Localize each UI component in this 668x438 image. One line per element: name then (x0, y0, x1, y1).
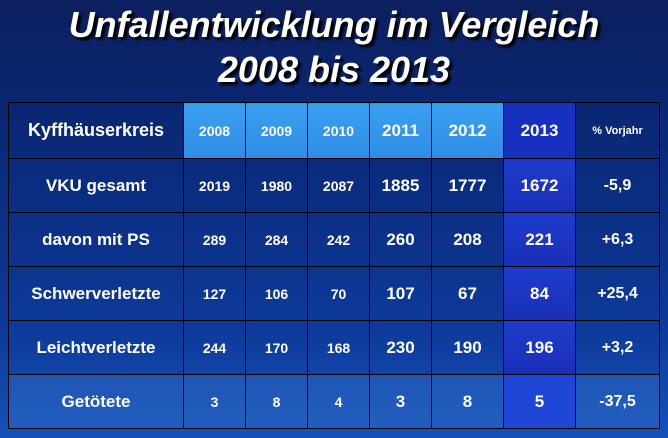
row-label: Leichtverletzte (8, 320, 184, 375)
table-header-row: Kyffhäuserkreis 2008 2009 2010 2011 2012… (8, 102, 660, 159)
cell-2009: 170 (245, 320, 308, 375)
cell-2008: 127 (183, 266, 246, 321)
header-region: Kyffhäuserkreis (8, 102, 184, 159)
cell-2008: 289 (183, 212, 246, 267)
cell-2011: 230 (369, 320, 432, 375)
cell-2009: 106 (245, 266, 308, 321)
title-line-1: Unfallentwicklung im Vergleich (68, 4, 600, 45)
header-year-2009: 2009 (245, 102, 308, 159)
cell-2013: 196 (503, 320, 576, 375)
row-label: Getötete (8, 374, 184, 429)
header-percent-previous-year: % Vorjahr (575, 102, 660, 159)
cell-2010: 242 (307, 212, 370, 267)
cell-2008: 2019 (183, 158, 246, 213)
cell-2011: 107 (369, 266, 432, 321)
cell-percent: +6,3 (575, 212, 660, 267)
cell-2012: 67 (431, 266, 504, 321)
cell-2013: 221 (503, 212, 576, 267)
cell-2013: 84 (503, 266, 576, 321)
cell-2011: 1885 (369, 158, 432, 213)
cell-2012: 190 (431, 320, 504, 375)
cell-2009: 1980 (245, 158, 308, 213)
cell-percent: -37,5 (575, 374, 660, 429)
cell-2010: 2087 (307, 158, 370, 213)
cell-2009: 8 (245, 374, 308, 429)
header-year-2013: 2013 (503, 102, 576, 159)
accident-statistics-table: Kyffhäuserkreis 2008 2009 2010 2011 2012… (8, 102, 660, 429)
cell-2012: 1777 (431, 158, 504, 213)
row-label: VKU gesamt (8, 158, 184, 213)
table-row: VKU gesamt 2019 1980 2087 1885 1777 1672… (8, 158, 660, 213)
cell-2008: 3 (183, 374, 246, 429)
cell-percent: +3,2 (575, 320, 660, 375)
header-year-2012: 2012 (431, 102, 504, 159)
table-row: davon mit PS 289 284 242 260 208 221 +6,… (8, 212, 660, 267)
row-label: Schwerverletzte (8, 266, 184, 321)
cell-2013: 5 (503, 374, 576, 429)
cell-2010: 168 (307, 320, 370, 375)
row-label: davon mit PS (8, 212, 184, 267)
table-row: Schwerverletzte 127 106 70 107 67 84 +25… (8, 266, 660, 321)
cell-2008: 244 (183, 320, 246, 375)
table-row: Getötete 3 8 4 3 8 5 -37,5 (8, 374, 660, 429)
cell-2012: 8 (431, 374, 504, 429)
cell-2010: 70 (307, 266, 370, 321)
cell-2011: 3 (369, 374, 432, 429)
title-line-2: 2008 bis 2013 (217, 49, 451, 90)
table-row: Leichtverletzte 244 170 168 230 190 196 … (8, 320, 660, 375)
slide-title: Unfallentwicklung im Vergleich 2008 bis … (0, 0, 668, 92)
cell-2012: 208 (431, 212, 504, 267)
header-year-2008: 2008 (183, 102, 246, 159)
cell-percent: -5,9 (575, 158, 660, 213)
cell-2013: 1672 (503, 158, 576, 213)
cell-2011: 260 (369, 212, 432, 267)
header-year-2010: 2010 (307, 102, 370, 159)
cell-2009: 284 (245, 212, 308, 267)
cell-percent: +25,4 (575, 266, 660, 321)
header-year-2011: 2011 (369, 102, 432, 159)
cell-2010: 4 (307, 374, 370, 429)
